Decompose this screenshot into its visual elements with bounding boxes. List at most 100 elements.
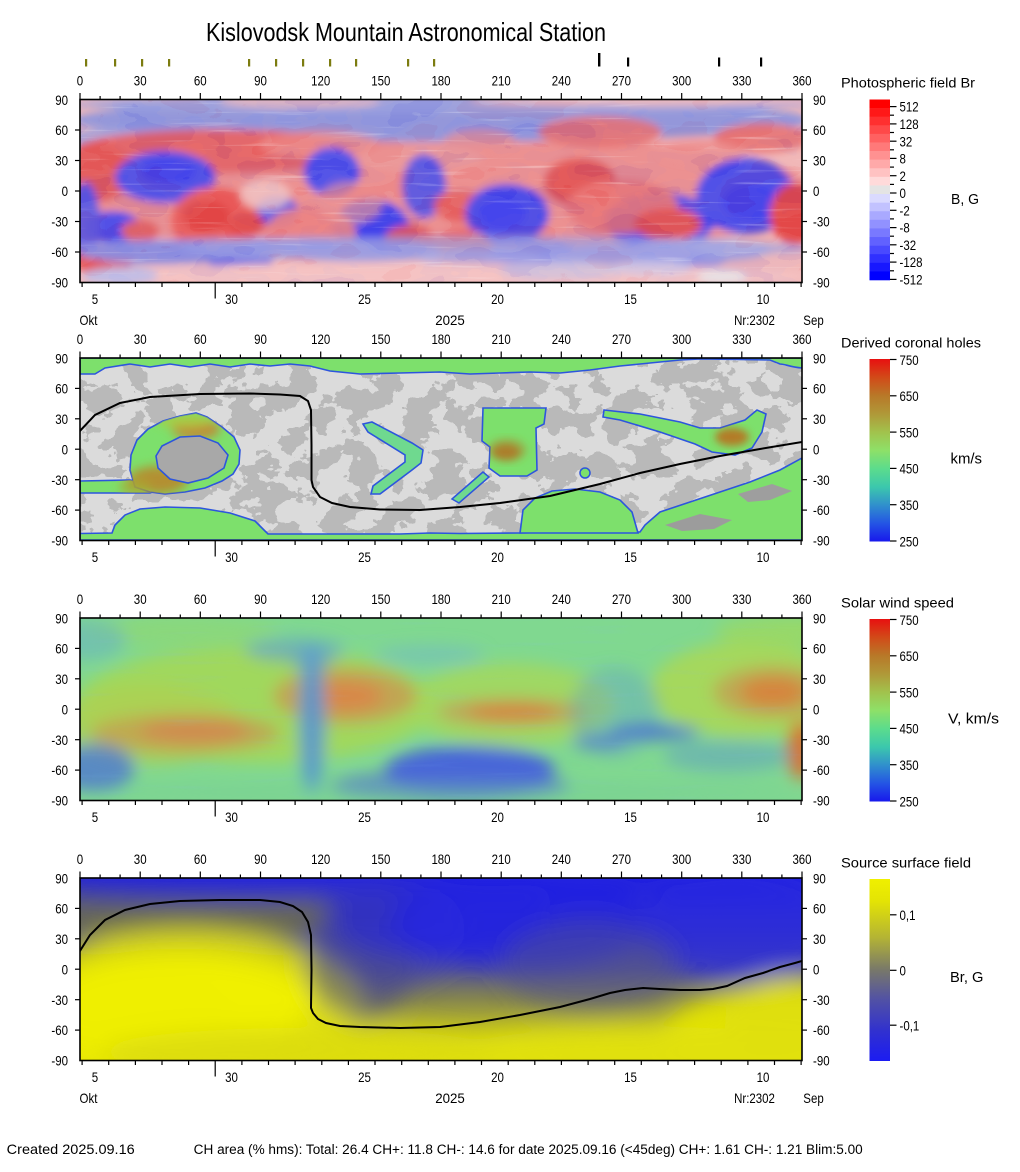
- svg-text:300: 300: [672, 591, 691, 607]
- svg-text:240: 240: [552, 331, 571, 347]
- svg-text:-2: -2: [900, 202, 910, 218]
- svg-text:B, G: B, G: [951, 191, 979, 208]
- svg-text:60: 60: [55, 381, 68, 397]
- svg-text:-60: -60: [51, 762, 68, 778]
- svg-text:60: 60: [194, 72, 207, 88]
- svg-text:0: 0: [62, 961, 69, 977]
- svg-text:120: 120: [311, 331, 330, 347]
- svg-text:-60: -60: [813, 762, 830, 778]
- svg-text:2025: 2025: [435, 312, 465, 328]
- svg-text:550: 550: [900, 424, 919, 440]
- svg-text:-90: -90: [813, 793, 830, 809]
- svg-text:-90: -90: [51, 793, 68, 809]
- svg-text:-60: -60: [51, 502, 68, 518]
- svg-text:330: 330: [732, 591, 751, 607]
- svg-text:150: 150: [371, 591, 390, 607]
- svg-text:32: 32: [900, 133, 913, 149]
- svg-text:0: 0: [62, 701, 69, 717]
- svg-text:Derived coronal holes: Derived coronal holes: [841, 335, 981, 351]
- svg-text:90: 90: [813, 92, 826, 108]
- svg-text:180: 180: [431, 851, 450, 867]
- svg-text:30: 30: [55, 671, 68, 687]
- svg-text:270: 270: [612, 331, 631, 347]
- svg-text:60: 60: [813, 641, 826, 657]
- svg-text:512: 512: [900, 99, 919, 115]
- svg-text:180: 180: [431, 72, 450, 88]
- svg-text:15: 15: [624, 549, 637, 565]
- svg-text:30: 30: [813, 671, 826, 687]
- svg-text:30: 30: [813, 931, 826, 947]
- svg-text:20: 20: [491, 549, 504, 565]
- svg-text:60: 60: [813, 901, 826, 917]
- svg-text:Okt: Okt: [80, 1090, 98, 1106]
- svg-text:-512: -512: [900, 272, 923, 288]
- svg-text:5: 5: [92, 809, 99, 825]
- svg-text:650: 650: [900, 648, 919, 664]
- svg-text:30: 30: [813, 411, 826, 427]
- svg-text:90: 90: [813, 351, 826, 367]
- svg-text:210: 210: [492, 72, 511, 88]
- svg-text:-30: -30: [51, 214, 68, 230]
- svg-text:60: 60: [194, 331, 207, 347]
- svg-text:60: 60: [55, 901, 68, 917]
- svg-text:350: 350: [900, 497, 919, 513]
- svg-text:90: 90: [55, 92, 68, 108]
- svg-text:10: 10: [757, 291, 770, 307]
- svg-text:30: 30: [55, 411, 68, 427]
- svg-text:120: 120: [311, 72, 330, 88]
- svg-text:300: 300: [672, 851, 691, 867]
- svg-text:Photospheric field Br: Photospheric field Br: [841, 75, 975, 91]
- svg-text:-128: -128: [900, 254, 923, 270]
- svg-text:-90: -90: [51, 533, 68, 549]
- svg-text:90: 90: [813, 611, 826, 627]
- svg-text:0,1: 0,1: [900, 907, 916, 923]
- svg-text:330: 330: [732, 72, 751, 88]
- svg-text:450: 450: [900, 461, 919, 477]
- svg-text:360: 360: [792, 72, 811, 88]
- svg-text:0: 0: [77, 72, 84, 88]
- svg-text:-30: -30: [813, 214, 830, 230]
- svg-text:-90: -90: [813, 275, 830, 291]
- svg-text:30: 30: [134, 591, 147, 607]
- svg-text:-30: -30: [51, 732, 68, 748]
- svg-text:-30: -30: [51, 472, 68, 488]
- svg-text:10: 10: [757, 809, 770, 825]
- svg-text:20: 20: [491, 1069, 504, 1085]
- svg-text:250: 250: [900, 533, 919, 549]
- svg-text:Kislovodsk Mountain Astronomic: Kislovodsk Mountain Astronomical Station: [206, 17, 606, 47]
- svg-text:-30: -30: [813, 472, 830, 488]
- svg-text:150: 150: [371, 851, 390, 867]
- svg-text:90: 90: [254, 591, 267, 607]
- svg-text:-60: -60: [813, 502, 830, 518]
- svg-text:0: 0: [77, 591, 84, 607]
- svg-text:210: 210: [492, 331, 511, 347]
- svg-text:Sep: Sep: [803, 312, 824, 328]
- svg-text:240: 240: [552, 591, 571, 607]
- svg-text:-32: -32: [900, 237, 917, 253]
- svg-text:30: 30: [134, 331, 147, 347]
- svg-text:0: 0: [813, 701, 820, 717]
- svg-text:Sep: Sep: [803, 1090, 824, 1106]
- svg-text:-90: -90: [51, 1053, 68, 1069]
- svg-text:90: 90: [55, 871, 68, 887]
- svg-text:-0,1: -0,1: [900, 1017, 920, 1033]
- svg-text:330: 330: [732, 331, 751, 347]
- svg-text:120: 120: [311, 851, 330, 867]
- svg-text:550: 550: [900, 684, 919, 700]
- svg-text:240: 240: [552, 851, 571, 867]
- svg-text:350: 350: [900, 757, 919, 773]
- svg-text:210: 210: [492, 851, 511, 867]
- svg-text:60: 60: [813, 122, 826, 138]
- svg-text:-60: -60: [51, 1022, 68, 1038]
- svg-text:0: 0: [77, 851, 84, 867]
- svg-text:0: 0: [813, 441, 820, 457]
- svg-text:0: 0: [77, 331, 84, 347]
- svg-text:250: 250: [900, 793, 919, 809]
- svg-text:5: 5: [92, 549, 99, 565]
- svg-text:360: 360: [792, 331, 811, 347]
- svg-text:270: 270: [612, 591, 631, 607]
- svg-text:0: 0: [813, 183, 820, 199]
- svg-text:30: 30: [225, 1069, 238, 1085]
- svg-text:-30: -30: [813, 992, 830, 1008]
- svg-text:30: 30: [134, 851, 147, 867]
